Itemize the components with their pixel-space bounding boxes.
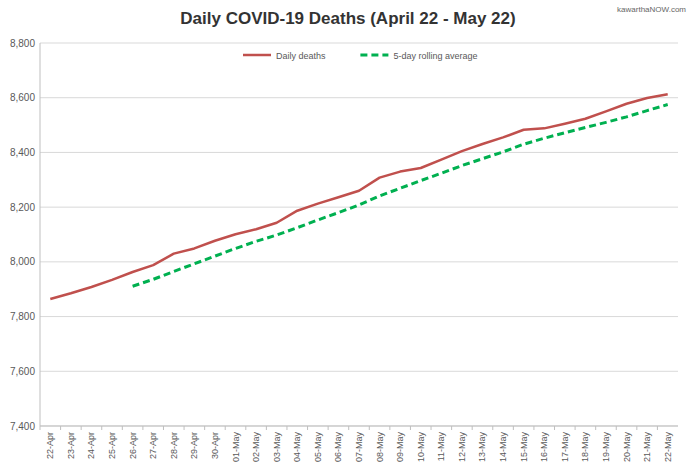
y-tick-label: 8,400 (10, 147, 35, 158)
x-tick (492, 426, 493, 430)
x-tick (472, 426, 473, 430)
x-tick-label: 22-May (663, 432, 673, 463)
x-axis (40, 426, 678, 427)
x-tick-label: 07-May (354, 432, 364, 463)
legend-label: 5-day rolling average (393, 51, 477, 61)
x-tick (389, 426, 390, 430)
x-tick-label: 01-May (231, 432, 241, 463)
y-tick-label: 8,200 (10, 202, 35, 213)
x-tick (184, 426, 185, 430)
x-tick (369, 426, 370, 430)
legend: Daily deaths 5-day rolling average (243, 51, 477, 61)
x-tick-label: 20-May (622, 432, 632, 463)
x-tick (122, 426, 123, 430)
y-tick-label: 7,800 (10, 311, 35, 322)
y-tick-label: 8,800 (10, 38, 35, 49)
background (0, 0, 696, 466)
x-tick-label: 19-May (601, 432, 611, 463)
x-tick-label: 30-Apr (210, 432, 220, 459)
x-tick (266, 426, 267, 430)
x-tick-label: 10-May (416, 432, 426, 463)
y-tick-label: 7,600 (10, 366, 35, 377)
chart: Daily COVID-19 Deaths (April 22 - May 22… (0, 0, 696, 466)
x-tick-label: 13-May (477, 432, 487, 463)
x-tick (636, 426, 637, 430)
x-tick-label: 09-May (395, 432, 405, 463)
x-tick-label: 21-May (642, 432, 652, 463)
x-tick (575, 426, 576, 430)
x-tick-label: 05-May (313, 432, 323, 463)
x-tick-label: 11-May (436, 432, 446, 462)
x-tick (554, 426, 555, 430)
x-tick-label: 08-May (375, 432, 385, 463)
x-tick (40, 426, 41, 430)
x-tick (81, 426, 82, 430)
x-tick (348, 426, 349, 430)
grid-line (40, 316, 678, 317)
x-tick-label: 22-Apr (45, 432, 55, 459)
x-tick (286, 426, 287, 430)
x-tick (60, 426, 61, 430)
plot-area (50, 94, 667, 299)
legend-swatch (360, 54, 388, 57)
grid-line (40, 371, 678, 372)
x-tick (225, 426, 226, 430)
series-line (50, 94, 667, 299)
x-tick (431, 426, 432, 430)
x-tick-label: 03-May (272, 432, 282, 463)
x-tick-label: 02-May (251, 432, 261, 463)
x-tick-label: 29-Apr (189, 432, 199, 459)
grid-line (40, 207, 678, 208)
x-tick (101, 426, 102, 430)
legend-swatch (243, 54, 271, 57)
y-tick-label: 8,600 (10, 92, 35, 103)
y-tick-label: 8,000 (10, 256, 35, 267)
x-tick-label: 26-Apr (128, 432, 138, 459)
x-tick-label: 28-Apr (169, 432, 179, 459)
x-tick (451, 426, 452, 430)
x-tick (616, 426, 617, 430)
x-tick-label: 27-Apr (148, 432, 158, 459)
x-tick (595, 426, 596, 430)
x-tick (657, 426, 658, 430)
x-tick (533, 426, 534, 430)
x-tick-label: 15-May (519, 432, 529, 463)
x-tick (245, 426, 246, 430)
x-tick (513, 426, 514, 430)
x-tick (204, 426, 205, 430)
watermark: kawarthaNOW.com (617, 5, 686, 14)
x-tick-label: 17-May (560, 432, 570, 463)
legend-label: Daily deaths (276, 51, 326, 61)
title: Daily COVID-19 Deaths (April 22 - May 22… (180, 9, 515, 28)
x-tick-label: 16-May (539, 432, 549, 463)
x-tick-label: 12-May (457, 432, 467, 463)
x-tick-label: 23-Apr (66, 432, 76, 459)
x-tick-label: 04-May (292, 432, 302, 463)
grid-line (40, 261, 678, 262)
x-tick (142, 426, 143, 430)
x-tick (410, 426, 411, 430)
grid-line (40, 426, 678, 427)
y-tick-label: 7,400 (10, 421, 35, 432)
y-axis (40, 43, 41, 426)
grid-line (40, 152, 678, 153)
x-tick-label: 25-Apr (107, 432, 117, 459)
x-tick (328, 426, 329, 430)
x-tick-label: 24-Apr (86, 432, 96, 459)
series-line (133, 105, 668, 287)
grid-line (40, 97, 678, 98)
x-tick-label: 18-May (580, 432, 590, 463)
x-tick (163, 426, 164, 430)
grid-line (40, 43, 678, 44)
x-tick (307, 426, 308, 430)
x-tick-label: 06-May (333, 432, 343, 463)
x-tick-label: 14-May (498, 432, 508, 463)
